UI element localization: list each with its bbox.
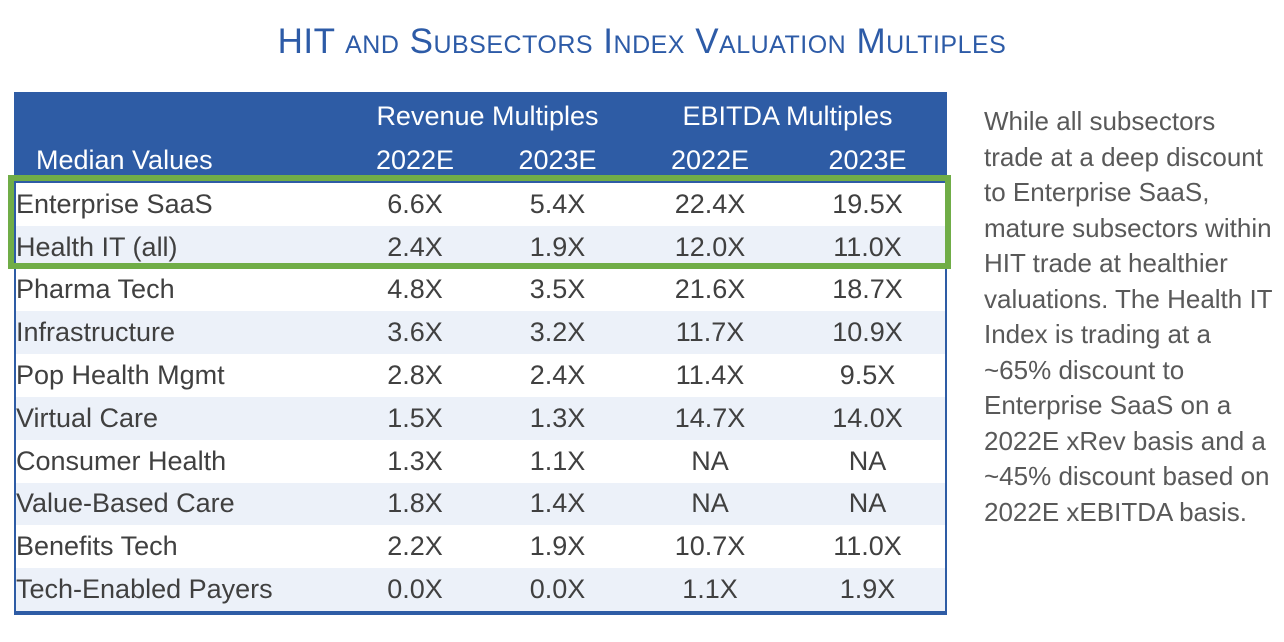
table-row: Health IT (all) 2.4X 1.9X 12.0X 11.0X — [15, 225, 947, 269]
value-cell: 11.4X — [675, 360, 745, 391]
table-row: Enterprise SaaS 6.6X 5.4X 22.4X 19.5X — [15, 183, 947, 226]
value-cell: 21.6X — [674, 274, 746, 305]
row-label-cell: Consumer Health — [16, 445, 227, 476]
year-header-row: Median Values 2022E 2023E 2022E 2023E — [15, 138, 947, 183]
value-cell: 2.4X — [529, 360, 586, 391]
row-label-cell: Value-Based Care — [16, 488, 235, 519]
ebitda-2023e-header: 2023E — [790, 138, 947, 183]
value-cell: 18.7X — [832, 274, 903, 305]
value-cell: 2.8X — [387, 360, 443, 391]
value-cell: 0.0X — [529, 574, 586, 605]
median-values-header: Median Values — [15, 138, 345, 183]
value-cell: 11.0X — [833, 231, 902, 262]
ebitda-multiples-group-header: EBITDA Multiples — [630, 93, 947, 138]
value-cell: NA — [848, 488, 887, 519]
value-cell: NA — [691, 488, 729, 519]
value-cell: 6.6X — [387, 188, 443, 219]
row-label-cell: Health IT (all) — [16, 231, 178, 262]
row-label-cell: Pharma Tech — [16, 274, 175, 305]
value-cell: 14.7X — [674, 402, 746, 433]
table-row: Pop Health Mgmt 2.8X 2.4X 11.4X 9.5X — [15, 354, 947, 397]
table-header: Revenue Multiples EBITDA Multiples Media… — [15, 93, 947, 183]
table-row: Consumer Health 1.3X 1.1X NA NA — [15, 439, 947, 483]
valuation-multiples-table: Revenue Multiples EBITDA Multiples Media… — [14, 92, 948, 615]
table-row: Pharma Tech 4.8X 3.5X 21.6X 18.7X — [15, 268, 947, 312]
value-cell: 3.5X — [529, 274, 586, 305]
revenue-2022e-header: 2022E — [345, 138, 485, 183]
value-cell: 1.8X — [387, 488, 443, 519]
column-group-row: Revenue Multiples EBITDA Multiples — [15, 93, 947, 138]
revenue-2023e-header: 2023E — [485, 138, 630, 183]
value-cell: 12.0X — [674, 231, 746, 262]
value-cell: 2.2X — [387, 531, 443, 562]
table-row: Tech-Enabled Payers 0.0X 0.0X 1.1X 1.9X — [15, 568, 947, 613]
row-label-cell: Infrastructure — [16, 317, 176, 348]
value-cell: 2.4X — [387, 231, 443, 262]
value-cell: 1.5X — [387, 402, 443, 433]
revenue-multiples-group-header: Revenue Multiples — [345, 93, 630, 138]
header-corner-cell — [15, 93, 345, 138]
table-row: Infrastructure 3.6X 3.2X 11.7X 10.9X — [15, 311, 947, 355]
table-row: Benefits Tech 2.2X 1.9X 10.7X 11.0X — [15, 525, 947, 569]
value-cell: NA — [691, 445, 729, 476]
value-cell: 1.9X — [529, 231, 586, 262]
value-cell: 14.0X — [832, 402, 903, 433]
row-label-cell: Pop Health Mgmt — [16, 360, 225, 391]
value-cell: 3.6X — [387, 317, 443, 348]
value-cell: 11.0X — [833, 531, 902, 562]
value-cell: 1.9X — [529, 531, 586, 562]
row-label-cell: Enterprise SaaS — [16, 188, 213, 219]
row-label-cell: Tech-Enabled Payers — [16, 574, 273, 605]
value-cell: 1.9X — [839, 574, 896, 605]
valuation-table-container: Revenue Multiples EBITDA Multiples Media… — [8, 92, 951, 615]
value-cell: 19.5X — [832, 188, 903, 219]
commentary-note: While all subsectors trade at a deep dis… — [984, 106, 1273, 527]
value-cell: 1.1X — [529, 445, 586, 476]
value-cell: 22.4X — [674, 188, 746, 219]
value-cell: 1.1X — [682, 574, 738, 605]
value-cell: 0.0X — [387, 574, 443, 605]
table-row: Value-Based Care 1.8X 1.4X NA NA — [15, 482, 947, 526]
value-cell: 1.3X — [529, 402, 586, 433]
value-cell: 9.5X — [839, 360, 896, 391]
value-cell: NA — [848, 445, 887, 476]
value-cell: 10.7X — [674, 531, 746, 562]
value-cell: 10.9X — [832, 317, 903, 348]
table-row: Virtual Care 1.5X 1.3X 14.7X 14.0X — [15, 396, 947, 440]
value-cell: 1.4X — [529, 488, 586, 519]
value-cell: 5.4X — [529, 188, 586, 219]
ebitda-2022e-header: 2022E — [630, 138, 790, 183]
row-label-cell: Virtual Care — [16, 402, 159, 433]
value-cell: 4.8X — [387, 274, 443, 305]
table-body: Enterprise SaaS 6.6X 5.4X 22.4X 19.5X Health … — [15, 183, 947, 613]
value-cell: 3.2X — [529, 317, 586, 348]
value-cell: 11.7X — [675, 317, 745, 348]
value-cell: 1.3X — [387, 445, 443, 476]
page-title: HIT and Subsectors Index Valuation Multi… — [277, 22, 1007, 61]
row-label-cell: Benefits Tech — [16, 531, 178, 562]
